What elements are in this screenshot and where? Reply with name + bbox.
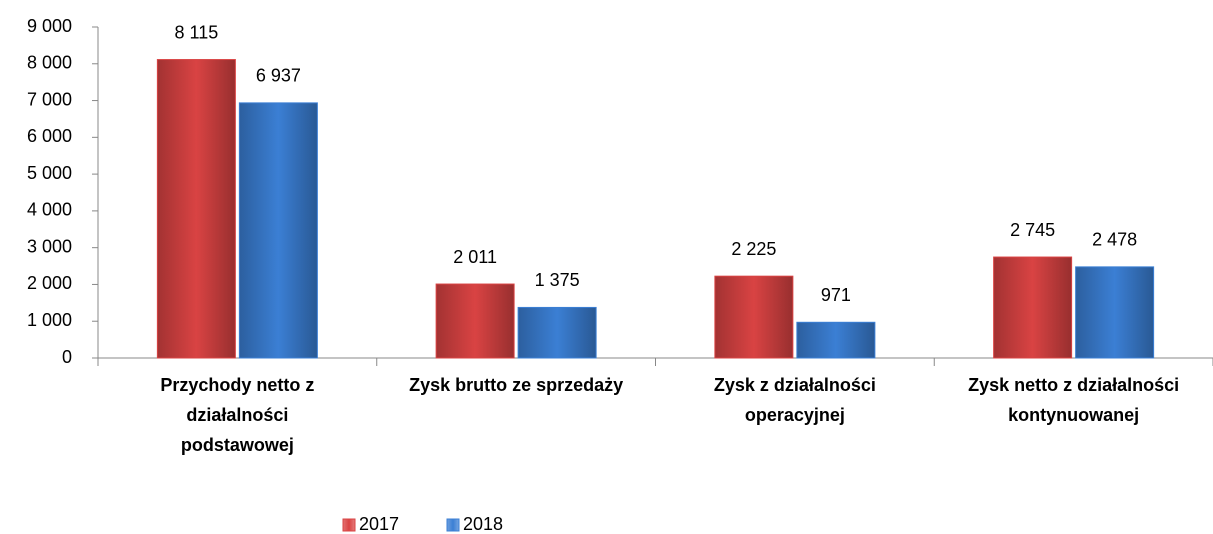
y-tick-label: 6 000: [27, 126, 72, 146]
y-tick-label: 5 000: [27, 163, 72, 183]
value-label: 8 115: [175, 22, 219, 42]
value-label: 2 478: [1092, 230, 1137, 250]
y-tick-label: 0: [62, 347, 72, 367]
value-label: 971: [821, 285, 851, 305]
bar: [238, 102, 318, 359]
legend-swatch: [446, 518, 460, 532]
legend-swatch: [342, 518, 356, 532]
legend-label: 2018: [463, 514, 503, 534]
y-tick-label: 2 000: [27, 273, 72, 293]
x-tick-label: Zysk netto z działalności kontynuowanej: [968, 375, 1180, 425]
x-tick-label: Zysk brutto ze sprzedaży: [409, 375, 624, 395]
bar: [517, 306, 597, 359]
x-tick-label: Zysk z działalności operacyjnej: [713, 375, 876, 425]
value-label: 2 011: [453, 247, 497, 267]
value-label: 2 745: [1010, 220, 1055, 240]
value-label: 1 375: [535, 270, 580, 290]
bar: [156, 59, 236, 359]
legend-label: 2017: [359, 514, 399, 534]
bar: [435, 283, 515, 359]
bar: [993, 256, 1073, 359]
bar: [1075, 266, 1155, 359]
y-tick-label: 7 000: [27, 89, 72, 109]
y-tick-label: 8 000: [27, 53, 72, 73]
y-tick-label: 4 000: [27, 200, 72, 220]
bar: [714, 275, 794, 359]
bar: [796, 321, 876, 359]
y-tick-label: 9 000: [27, 16, 72, 36]
y-tick-label: 1 000: [27, 310, 72, 330]
y-tick-label: 3 000: [27, 236, 72, 256]
value-label: 2 225: [731, 239, 776, 259]
value-label: 6 937: [256, 66, 301, 86]
x-tick-label: Przychody netto z działalności podstawow…: [160, 375, 315, 455]
